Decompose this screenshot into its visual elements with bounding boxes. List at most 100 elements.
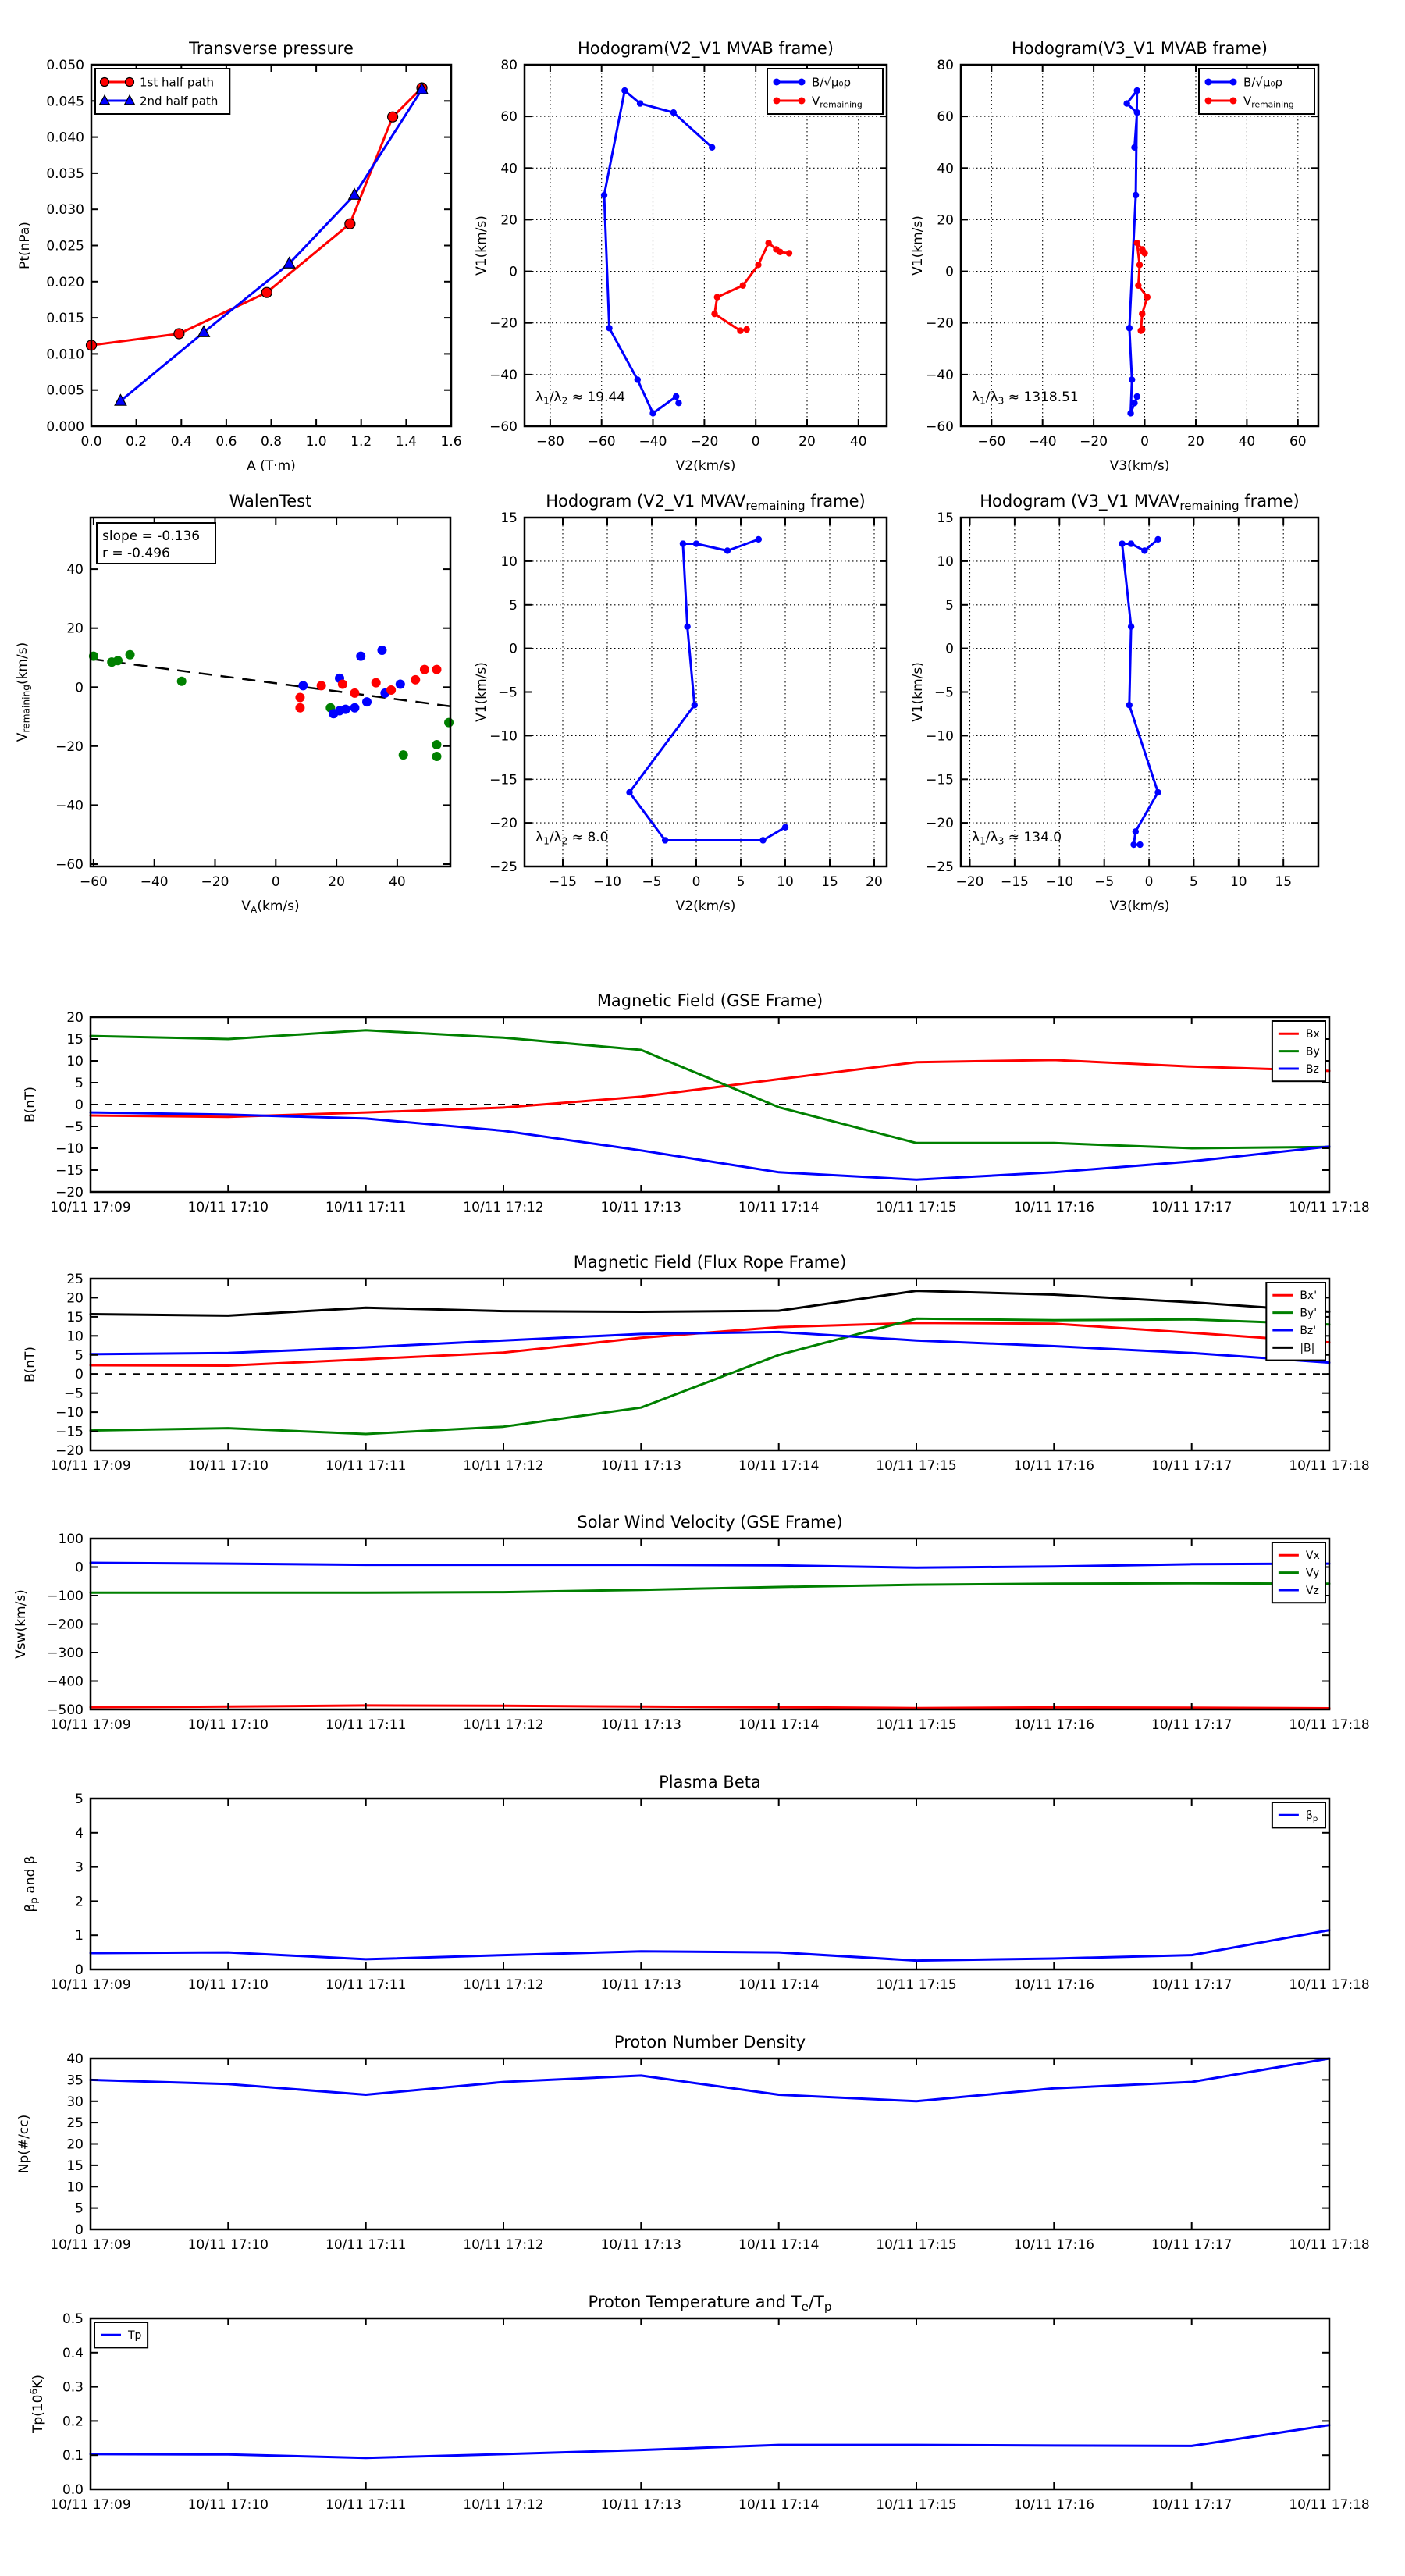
y-tick-label: 0.020: [46, 275, 84, 290]
series-line-np: [89, 2057, 1331, 2103]
y-tick-label: 0.045: [46, 94, 84, 109]
legend-box: [767, 68, 884, 115]
triangle-marker: [283, 256, 296, 269]
legend-label-bz: Bz: [1306, 1063, 1319, 1076]
y-tick-label: 10: [66, 2179, 84, 2195]
y-tick-label: 0.050: [46, 58, 84, 73]
x-tick-label: 10/11 17:14: [738, 2237, 819, 2253]
circle-marker: [1127, 410, 1134, 417]
circle-marker: [350, 688, 360, 698]
y-tick-label: 15: [500, 511, 518, 526]
x-tick-label: 10/11 17:16: [1014, 1717, 1094, 1733]
y-tick-label: −100: [47, 1589, 84, 1604]
x-tick-label: 10/11 17:17: [1151, 1200, 1232, 1215]
y-tick-label: −25: [926, 859, 954, 875]
legend-label-vremaining: Vremaining: [812, 94, 863, 109]
series-line-2nd-half-path: [119, 88, 423, 403]
circle-marker: [99, 76, 110, 87]
x-tick-label: 0: [752, 434, 760, 450]
y-tick-label: 0: [75, 2222, 84, 2238]
legend-box: [1198, 68, 1315, 115]
triangle-marker: [114, 393, 127, 406]
x-tick-label: 20: [328, 874, 345, 890]
x-tick-label: 10/11 17:10: [188, 1717, 269, 1733]
y-tick-label: 0: [75, 1098, 84, 1113]
y-tick-label: −40: [489, 368, 518, 383]
circle-marker: [755, 535, 763, 543]
triangle-marker: [347, 187, 361, 200]
x-tick-label: 10/11 17:11: [325, 2497, 406, 2513]
triangle-marker: [415, 82, 429, 94]
y-tick-label: −5: [498, 685, 518, 701]
circle-marker: [755, 262, 762, 269]
y-tick-label: 0.2: [62, 2414, 84, 2429]
chart-hodogram-v3v1-mvav: −20 −15 −10 −5 0 5 10 15−25−20−15−10−5051015Hod…: [910, 492, 1320, 914]
y-tick-label: 10: [66, 1329, 84, 1344]
circle-marker: [298, 681, 308, 691]
y-axis-label: βp and β: [23, 1856, 39, 1912]
series-markers-b-over-sqrt-mu0-rho: [1123, 87, 1140, 417]
x-tick-label: −20: [956, 874, 984, 890]
chart-hodogram-v2v1-mvav: −15 −10 −5 0 5 10 15 20 −25 −20 −15 −10 −5 0 5 10 15 Hodo…: [474, 492, 888, 914]
y-tick-label: −5: [64, 1119, 84, 1135]
y-tick-label: −500: [47, 1703, 84, 1718]
x-tick-label: −40: [140, 874, 169, 890]
x-tick-label: 20: [866, 874, 883, 890]
x-tick-label: 10/11 17:11: [325, 1458, 406, 1474]
x-tick-label: 40: [1239, 434, 1256, 450]
series-line-v-remaining-hodogram: [628, 538, 787, 841]
x-tick-label: 15: [1275, 874, 1292, 890]
axes-frame: [89, 1277, 1331, 1452]
y-tick-label: 0.4: [62, 2346, 84, 2361]
x-tick-label: −80: [536, 434, 564, 450]
y-tick-label: 5: [75, 1348, 84, 1364]
circle-marker: [1229, 97, 1237, 105]
chart-title: Solar Wind Velocity (GSE Frame): [577, 1513, 842, 1532]
y-tick-label: −20: [55, 1443, 84, 1459]
chart-hodogram-v2v1-mvab: −80 −60 −40 −20 0 20 40 −60 −40 −20 0 20 40 60 80 Hodog…: [474, 39, 888, 474]
y-tick-label: 40: [66, 2051, 84, 2067]
circle-marker: [1139, 246, 1146, 253]
x-tick-label: 10/11 17:09: [50, 1977, 130, 1993]
x-tick-label: 10/11 17:12: [463, 2237, 543, 2253]
y-tick-label: 0.000: [46, 419, 84, 435]
x-tick-label: −60: [588, 434, 616, 450]
y-tick-label: 0.040: [46, 130, 84, 146]
chart-title: Hodogram (V3_V1 MVAVremaining frame): [980, 492, 1300, 513]
circle-marker: [600, 191, 608, 199]
x-tick-label: 10/11 17:16: [1014, 2237, 1094, 2253]
y-tick-label: 0.035: [46, 166, 84, 182]
x-tick-label: 10/11 17:15: [876, 1977, 956, 1993]
legend-label-vz: Vz: [1306, 1585, 1319, 1597]
x-tick-label: 10/11 17:15: [876, 1717, 956, 1733]
axes-frame: [523, 516, 888, 868]
x-tick-label: 10/11 17:10: [188, 1458, 269, 1474]
x-tick-label: −5: [1094, 874, 1114, 890]
y-tick-label: 1: [75, 1928, 84, 1944]
x-tick-label: 10/11 17:10: [188, 1977, 269, 1993]
x-tick-label: 10/11 17:17: [1151, 2497, 1232, 2513]
chart-proton-temperature: 10/11 17:09 10/11 17:10 10/11 17:11 10/11 1…: [29, 2293, 1370, 2513]
y-tick-label: 80: [500, 58, 518, 73]
y-tick-label: 30: [66, 2094, 84, 2110]
circle-marker: [743, 326, 750, 333]
x-tick-label: 10/11 17:17: [1151, 1977, 1232, 1993]
y-tick-label: −20: [55, 1185, 84, 1201]
y-tick-label: 0: [945, 642, 954, 657]
axes-frame: [959, 516, 1320, 868]
triangle-marker: [123, 94, 136, 105]
x-tick-label: 10/11 17:18: [1289, 2497, 1369, 2513]
circle-marker: [1127, 623, 1135, 630]
x-tick-label: 10/11 17:12: [463, 1200, 543, 1215]
circle-marker: [337, 679, 347, 689]
y-tick-label: 0.030: [46, 202, 84, 218]
legend-label-tp: Tp: [127, 2329, 142, 2342]
series-line-bz: [89, 1111, 1331, 1181]
legend-label-2nd-half-path: 2nd half path: [140, 94, 218, 108]
fit-line: [90, 657, 451, 708]
x-tick-label: 10/11 17:10: [188, 1200, 269, 1215]
circle-marker: [1131, 144, 1138, 151]
circle-marker: [1123, 100, 1130, 107]
x-tick-label: 10/11 17:17: [1151, 2237, 1232, 2253]
x-tick-label: 10/11 17:15: [876, 2237, 956, 2253]
